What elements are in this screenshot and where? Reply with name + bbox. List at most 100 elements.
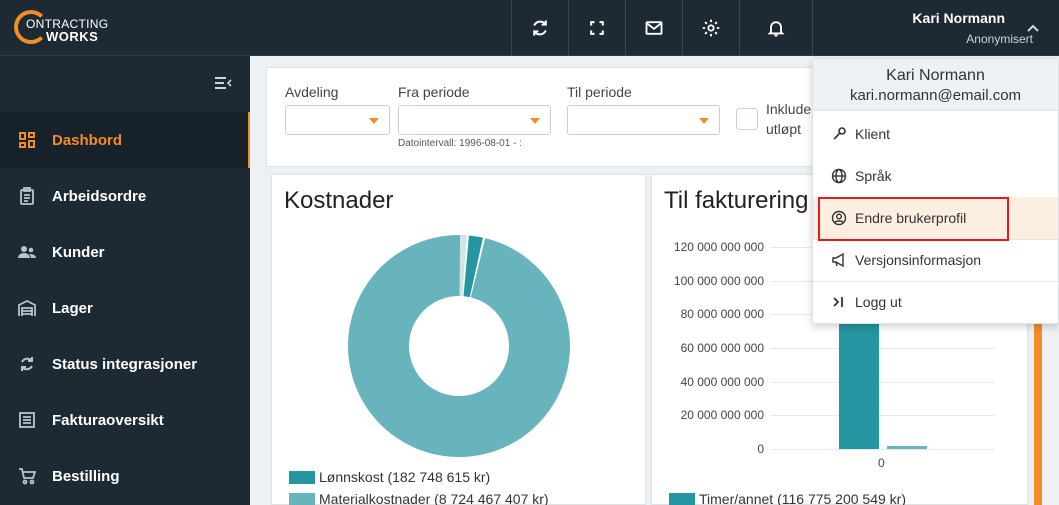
sidebar-item-label: Bestilling <box>52 467 120 485</box>
legend-swatch <box>289 470 315 484</box>
dropdown-arrow-icon <box>530 118 540 124</box>
y-tick-label: 120 000 000 000 <box>673 240 764 254</box>
sidebar-item-label: Lager <box>52 299 93 317</box>
fra-periode-label: Fra periode <box>398 84 470 100</box>
megaphone-icon <box>832 252 844 268</box>
sidebar-item-dashbord[interactable]: Dashbord <box>0 112 250 168</box>
logo[interactable]: ONTRACTING WORKS <box>14 8 114 48</box>
y-tick-label: 20 000 000 000 <box>680 408 764 423</box>
sidebar-item-label: Kunder <box>52 243 105 261</box>
globe-icon <box>831 168 847 184</box>
legend-swatch <box>289 492 315 505</box>
collapse-menu-icon[interactable] <box>214 76 234 92</box>
y-tick-label: 0 <box>757 442 764 456</box>
sidebar-item-fakturaoversikt[interactable]: Fakturaoversikt <box>0 392 250 448</box>
fra-periode-select[interactable] <box>398 105 551 135</box>
kostnader-card: Kostnader Lønnskost (182 748 615 kr) Mat… <box>271 174 646 505</box>
til-periode-select[interactable] <box>567 105 720 135</box>
legend-label: Materialkostnader (8 724 467 407 kr) <box>319 491 549 505</box>
dropdown-arrow-icon <box>369 118 379 124</box>
sidebar-item-bestilling[interactable]: Bestilling <box>0 448 250 504</box>
donut-slice-lønnskost[interactable] <box>463 235 483 298</box>
bar-series-1[interactable] <box>887 446 927 449</box>
user-menu-email: kari.normann@email.com <box>849 87 1022 104</box>
legend-swatch <box>669 492 695 505</box>
menu-item-logg-ut[interactable]: Logg ut <box>813 281 1058 323</box>
logo-c-mark <box>14 10 48 44</box>
menu-item-label: Logg ut <box>855 294 902 310</box>
sidebar-item-arbeidsordre[interactable]: Arbeidsordre <box>0 168 250 224</box>
user-menu-toggle[interactable]: Kari Normann Anonymisert <box>812 0 1059 55</box>
sidebar-item-lager[interactable]: Lager <box>0 280 250 336</box>
notifications-button[interactable] <box>739 0 812 55</box>
sidebar-item-status-integrasjoner[interactable]: Status integrasjoner <box>0 336 250 392</box>
legend-timer-annet[interactable]: Timer/annet (116 775 200 549 kr) <box>669 491 906 505</box>
avdeling-label: Avdeling <box>285 84 339 100</box>
warehouse-icon <box>18 299 36 316</box>
avdeling-select[interactable] <box>285 105 390 135</box>
legend-label: Lønnskost (182 748 615 kr) <box>319 469 491 485</box>
sidebar-item-kunder[interactable]: Kunder <box>0 224 250 280</box>
menu-item-endre-brukerprofil[interactable]: Endre brukerprofil <box>813 197 1058 239</box>
menu-divider <box>813 281 1058 282</box>
kostnader-title: Kostnader <box>284 187 394 214</box>
kostnader-donut-chart <box>348 234 570 457</box>
menu-item-label: Klient <box>855 126 891 142</box>
include-expired-checkbox[interactable] <box>736 108 758 130</box>
grid-line <box>771 415 995 417</box>
y-tick-label: 100 000 000 000 <box>673 273 764 288</box>
grid-line <box>771 381 995 383</box>
menu-item-label: Versjonsinformasjon <box>855 252 982 268</box>
donut-slice-materialkostnader[interactable] <box>348 234 570 457</box>
datointervall-note: Datointervall: 1996-08-01 - : <box>398 138 522 149</box>
sidebar: Dashbord Arbeidsordre Kunder Lager Statu… <box>0 56 250 505</box>
sync-icon <box>533 20 547 35</box>
sidebar-item-label: Dashbord <box>52 131 123 149</box>
fullscreen-icon <box>590 20 604 35</box>
til-periode-label: Til periode <box>567 84 632 100</box>
legend-lonnskost[interactable]: Lønnskost (182 748 615 kr) <box>289 469 490 485</box>
dropdown-arrow-icon <box>699 118 709 124</box>
menu-item-klient[interactable]: Klient <box>813 113 1058 155</box>
sidebar-item-label: Arbeidsordre <box>52 187 147 205</box>
legend-label: Timer/annet (116 775 200 549 kr) <box>699 491 907 505</box>
logo-line-2: WORKS <box>46 29 99 44</box>
bell-icon <box>767 20 785 36</box>
invoice-list-icon <box>19 412 35 428</box>
wrench-icon <box>833 127 846 140</box>
y-tick-label: 80 000 000 000 <box>680 307 764 322</box>
user-menu-header: Kari Normann kari.normann@email.com <box>813 59 1058 111</box>
settings-button[interactable] <box>682 0 739 55</box>
menu-item-versjonsinformasjon[interactable]: Versjonsinformasjon <box>813 239 1058 281</box>
highlight-box <box>818 197 1009 241</box>
sync-icon <box>21 357 33 371</box>
menu-item-label: Språk <box>855 168 892 184</box>
header-user-role: Anonymisert <box>966 32 1033 46</box>
sync-button[interactable] <box>511 0 568 55</box>
fullscreen-button[interactable] <box>568 0 625 55</box>
mail-icon <box>645 20 663 35</box>
logout-icon <box>833 297 843 307</box>
user-circle-icon <box>831 210 847 226</box>
donut-slice-other <box>459 235 467 297</box>
gear-icon <box>702 19 720 36</box>
scroll-indicator[interactable] <box>1034 316 1042 505</box>
dashboard-icon <box>19 132 35 148</box>
user-menu-name: Kari Normann <box>886 67 985 84</box>
legend-materialkostnader[interactable]: Materialkostnader (8 724 467 407 kr) <box>289 491 549 505</box>
top-bar: ONTRACTING WORKS Kari Normann Anonymiser… <box>0 0 1059 56</box>
y-tick-label: 60 000 000 000 <box>680 341 764 355</box>
people-icon <box>18 246 36 258</box>
grid-line <box>771 348 995 349</box>
include-label-2: utløpt <box>766 121 802 137</box>
sidebar-item-label: Status integrasjoner <box>52 355 198 373</box>
include-label-1: Inklude <box>766 101 812 117</box>
user-dropdown-menu: Kari Normann kari.normann@email.com Klie… <box>812 58 1059 324</box>
mail-button[interactable] <box>625 0 682 55</box>
cart-icon <box>19 468 36 485</box>
grid-line <box>771 449 995 450</box>
menu-item-sprak[interactable]: Språk <box>813 155 1058 197</box>
logo-line-1: ONTRACTING <box>26 17 109 31</box>
chevron-up-icon <box>1027 20 1039 36</box>
clipboard-icon <box>20 187 34 205</box>
